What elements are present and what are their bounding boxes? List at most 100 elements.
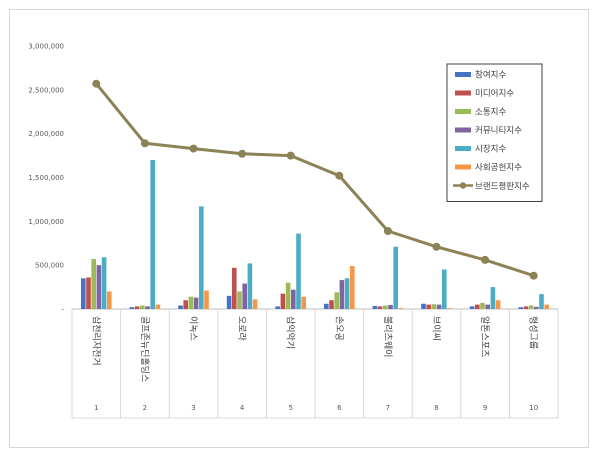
bar-1 <box>275 306 280 309</box>
legend-swatch-3 <box>455 109 471 114</box>
legend-label: 참여지수 <box>475 70 506 81</box>
brand-index-point <box>238 149 247 158</box>
bar-6 <box>495 300 501 309</box>
bar-5 <box>393 246 398 309</box>
bar-6 <box>447 308 452 309</box>
y-tick-labels: - 500,000 1,000,000 1,500,000 2,000,000 2,500… <box>28 43 64 314</box>
legend-box <box>446 63 543 202</box>
bar-5 <box>247 263 253 309</box>
bar-4 <box>96 265 102 309</box>
bar-6 <box>398 308 404 309</box>
bar-1 <box>81 278 86 309</box>
legend-swatch-6 <box>455 164 471 170</box>
bar-5 <box>101 257 107 309</box>
bar-2 <box>280 293 286 309</box>
bar-3 <box>480 302 485 309</box>
category-label: 손오공 <box>333 316 344 341</box>
bars <box>71 159 559 419</box>
legend-label: 브랜드평판지수 <box>475 181 530 192</box>
brand-index-point <box>335 171 344 180</box>
bar-4 <box>534 306 539 309</box>
bar-1 <box>518 307 523 309</box>
category-rank: 3 <box>191 404 195 412</box>
bar-2 <box>523 306 529 309</box>
bar-6 <box>204 290 209 309</box>
category-rank: 10 <box>529 404 538 412</box>
y-tick-label: 2,500,000 <box>28 86 64 94</box>
legend-line-marker <box>459 182 467 189</box>
category-label: 골프존뉴딘홀딩스 <box>139 316 151 382</box>
bar-4 <box>485 304 490 309</box>
legend-label: 사회공헌지수 <box>475 163 522 173</box>
legend-swatch-4 <box>455 127 471 133</box>
bar-4 <box>436 304 442 309</box>
brand-index-line <box>92 79 538 280</box>
legend-label: 시장지수 <box>475 144 506 155</box>
bar-2 <box>183 300 188 309</box>
category-label: 삼천리자전거 <box>90 316 101 366</box>
legend-label: 소통지수 <box>475 108 506 118</box>
category-rank: 8 <box>434 404 438 412</box>
brand-index-point <box>92 79 101 88</box>
legend-swatch-5 <box>455 146 471 151</box>
category-rank: 5 <box>288 404 292 412</box>
bar-3 <box>285 282 291 309</box>
brand-index-point <box>481 255 490 264</box>
category-labels: 삼천리자전거 1 골프존뉴딘홀딩스 2 이녹스 3 오로라 4 삼익악기 5 손오공 6 볼리츠웨이 7 브… <box>90 316 538 412</box>
bar-6 <box>107 291 112 309</box>
bar-3 <box>140 305 145 309</box>
category-label: 이녹스 <box>188 316 199 341</box>
bar-4 <box>291 289 296 309</box>
bar-6 <box>350 266 355 309</box>
bar-2 <box>377 306 383 309</box>
category-label: 브이씨 <box>431 316 442 341</box>
category-label: 오로라 <box>236 316 247 342</box>
bar-5 <box>490 287 496 309</box>
category-rank: 4 <box>240 404 245 412</box>
bar-1 <box>129 307 135 309</box>
bar-1 <box>226 295 232 309</box>
y-tick-label: 1,000,000 <box>28 218 64 226</box>
y-tick-label: 2,000,000 <box>28 130 64 138</box>
bar-6 <box>155 304 161 309</box>
brand-index-polyline <box>95 82 535 278</box>
brand-index-point <box>189 144 198 153</box>
bar-3 <box>383 305 388 309</box>
y-tick-label: 500,000 <box>35 262 64 270</box>
bar-1 <box>469 306 475 309</box>
bar-6 <box>301 296 306 309</box>
category-label: 형성그룹 <box>528 316 539 349</box>
category-label: 알톤스포츠 <box>479 316 490 357</box>
bar-2 <box>134 306 140 309</box>
bar-4 <box>339 280 345 309</box>
brand-index-point <box>140 139 149 148</box>
bar-5 <box>344 278 350 309</box>
bar-5 <box>150 159 155 309</box>
legend-swatch-1 <box>455 72 471 77</box>
category-rank: 9 <box>483 404 487 412</box>
bar-3 <box>237 291 242 309</box>
y-tick-label: 1,500,000 <box>28 174 64 182</box>
category-rank: 2 <box>143 404 147 412</box>
bar-4 <box>242 283 247 309</box>
category-rank: 1 <box>94 404 98 412</box>
bar-2 <box>232 267 237 309</box>
bar-2 <box>475 304 480 309</box>
bar-3 <box>188 296 194 309</box>
bar-3 <box>528 305 534 309</box>
bar-4 <box>193 297 199 309</box>
bar-2 <box>329 300 334 309</box>
y-tick-label: - <box>61 306 64 314</box>
category-label: 볼리츠웨이 <box>382 316 394 357</box>
bar-1 <box>421 303 426 309</box>
brand-index-point <box>286 151 295 160</box>
legend-label: 커뮤니티지수 <box>475 125 522 136</box>
bar-5 <box>296 233 301 309</box>
y-tick-label: 3,000,000 <box>28 43 64 51</box>
bar-5 <box>199 206 204 309</box>
bar-2 <box>426 304 431 309</box>
category-label: 삼익악기 <box>285 316 297 349</box>
bar-4 <box>145 306 150 309</box>
